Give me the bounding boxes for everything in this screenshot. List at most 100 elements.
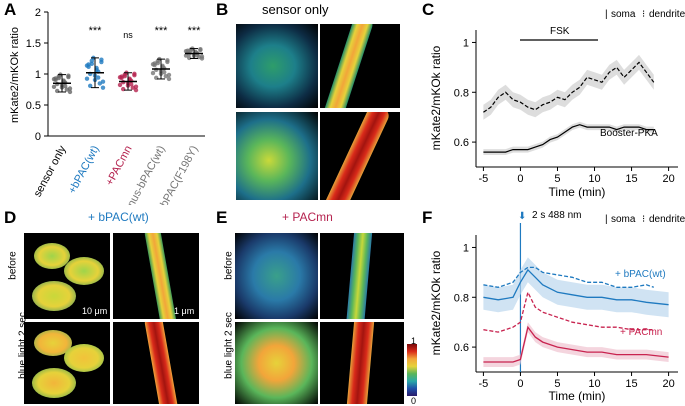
panel-a-dot (56, 75, 61, 81)
panel-f-xtick-label: -5 (479, 378, 489, 390)
panel-label-b: B (216, 0, 229, 19)
panel-a-dot (187, 55, 192, 61)
panel-a-dot (155, 60, 160, 66)
panel-a-ytick-label: 1.5 (26, 38, 41, 50)
panel-f-legend-dendrite-mark: ⁝ (642, 214, 645, 225)
panel-c-dendrite-line (483, 124, 654, 153)
colorbar-min-label: 0 (411, 396, 417, 406)
panel-c-xtick-label: 15 (625, 173, 637, 185)
panel-f-pacmn-dendrite-line (483, 290, 654, 333)
panel-label-e: E (216, 208, 228, 227)
panel-a-dot (53, 76, 58, 81)
panel-a-xlabel: +PACmn (104, 144, 135, 188)
panel-a-xlabel: +bPAC(wt) (66, 144, 101, 196)
panel-f-pacmn-soma-line (483, 325, 669, 363)
panel-a-dot (100, 85, 106, 90)
panel-c-xtick-label: 5 (554, 173, 560, 185)
panel-f-label-bpac: + bPAC(wt) (615, 269, 666, 280)
panel-label-a: A (4, 0, 17, 19)
panel-a-dot (132, 71, 137, 77)
panel-label-c: C (422, 0, 435, 19)
panel-d-scalebar-1um: 1 μm (174, 306, 195, 316)
panel-f-ytick-label: 1 (463, 242, 469, 254)
panel-c-legend-dendrite-mark: ⁝ (642, 9, 645, 20)
panel-c-soma-band (483, 54, 654, 120)
panel-a-dot (166, 76, 172, 82)
panel-a-dot (119, 74, 124, 79)
panel-c-xtick-label: 20 (662, 173, 674, 185)
panel-a-chart: 00.511.52 *** ns *** *** mKate2/mKOk ratio … (9, 7, 205, 205)
micrograph-e-blue-light-dendrite (320, 322, 404, 404)
micrograph-e-before-cell (235, 233, 318, 319)
panel-c-dendrite-band (483, 121, 654, 155)
micrograph-d-before-cell (24, 233, 110, 319)
panel-a-dot (96, 75, 101, 80)
panel-a-dot (152, 61, 157, 66)
panel-a-dot (88, 83, 93, 89)
panel-c-ytick-label: 0.8 (454, 87, 469, 99)
panel-a-dot (185, 48, 190, 53)
micrograph-d-before-dendrite (113, 233, 199, 319)
panel-e-row-before: before (223, 251, 235, 280)
panel-c-legend-dendrite: dendrite (649, 9, 685, 20)
panel-c-legend-soma: soma (611, 9, 636, 20)
panel-f-chart: | soma ⁝ dendrite ⬇ 2 s 488 nm -5 0 5 10 15 2… (429, 210, 685, 403)
panel-f-pacmn-band (483, 322, 669, 367)
panel-a-dot (64, 87, 70, 92)
panel-f-xlabel: Time (min) (549, 389, 606, 403)
panel-f-stim-arrow-icon: ⬇ (518, 211, 526, 222)
panel-label-f: F (422, 208, 433, 227)
panel-f-legend-soma: soma (611, 214, 636, 225)
panel-f-xtick-label: 10 (588, 378, 600, 390)
panel-c-ytick-label: 1 (463, 37, 469, 49)
panel-f-ytick-label: 0.8 (454, 292, 469, 304)
panel-a-significance: *** (155, 25, 169, 37)
panel-e-row-blue-light: blue light 2 sec (223, 312, 235, 379)
panel-f-xtick-label: 0 (517, 378, 523, 390)
panel-a-dot (86, 62, 91, 67)
panel-f-label-pacmn: + PACmn (620, 327, 662, 338)
panel-a-dot (150, 70, 156, 76)
panel-a-dot (84, 76, 90, 81)
micrograph-b-forskolin-dendrite (320, 112, 400, 200)
panel-c-legend-soma-mark: | (605, 9, 608, 20)
panel-a-ytick-label: 1 (35, 69, 41, 81)
panel-a-dot (122, 74, 128, 79)
panel-a-dot (199, 56, 205, 61)
panel-c-series-label: Booster-PKA (600, 128, 658, 139)
panel-a-ytick-label: 0 (35, 131, 41, 143)
panel-a-dot (188, 48, 193, 53)
panel-d-title: + bPAC(wt) (88, 210, 149, 224)
panel-b-title: sensor only (262, 2, 329, 17)
panel-c-xtick-label: 10 (588, 173, 600, 185)
colorbar-max-label: 1 (411, 336, 417, 346)
panel-f-bpac-band (483, 257, 669, 318)
panel-a-dot (100, 79, 106, 84)
micrograph-d-blue-light-cell (24, 322, 110, 404)
panel-f-ylabel: mKate2/mKOk ratio (429, 250, 443, 355)
panel-f-xtick-label: 5 (554, 378, 560, 390)
panel-c-xlabel: Time (min) (549, 185, 606, 199)
micrograph-b-before-dendrite (320, 24, 400, 108)
panel-label-d: D (4, 208, 17, 227)
panel-c-ylabel: mKate2/mKOk ratio (429, 45, 443, 150)
micrograph-e-blue-light-cell (235, 322, 318, 404)
panel-a-significance: *** (89, 25, 103, 37)
panel-a-dot (163, 73, 168, 79)
panel-a-dot (51, 84, 57, 89)
panel-a-dot (67, 89, 73, 95)
panel-a-significance: *** (188, 25, 202, 37)
panel-c-xtick-label: -5 (479, 173, 489, 185)
panel-a-xlabel: sensor only (32, 143, 69, 199)
panel-f-ytick-label: 0.6 (454, 342, 469, 354)
panel-a-significance: ns (123, 30, 133, 40)
panel-f-stim-label: 2 s 488 nm (532, 210, 581, 221)
panel-c-soma-line (483, 61, 655, 113)
micrograph-e-before-dendrite (320, 233, 404, 319)
panel-a-dot (97, 81, 103, 86)
panel-c-ytick-label: 0.6 (454, 137, 469, 149)
panel-c-xtick-label: 0 (517, 173, 523, 185)
panel-f-legend-dendrite: dendrite (649, 214, 685, 225)
colorbar (407, 344, 417, 396)
panel-f-xtick-label: 15 (625, 378, 637, 390)
